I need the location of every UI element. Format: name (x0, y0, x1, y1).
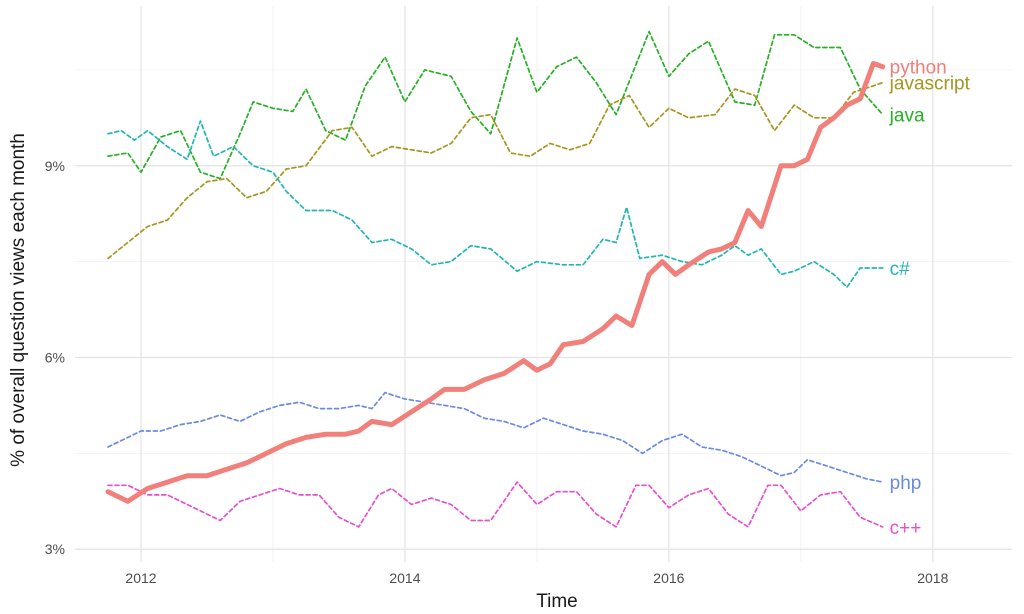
grid-lines (75, 6, 1012, 562)
y-tick-label: 3% (45, 541, 65, 557)
series-label-cpp: c++ (890, 518, 922, 539)
series-label-java: java (889, 106, 925, 127)
x-axis-title: Time (536, 591, 578, 612)
series-line-javascript (107, 81, 884, 260)
x-tick-label: 2014 (389, 570, 420, 586)
series-line-c-sharp (107, 120, 884, 289)
series-line-java (107, 30, 884, 180)
x-tick-label: 2018 (917, 570, 948, 586)
series-label-python: python (890, 58, 947, 79)
series-label-php: php (890, 473, 922, 494)
y-tick-label: 9% (45, 158, 65, 174)
x-tick-label: 2012 (125, 570, 156, 586)
series-label-javascript: javascript (889, 74, 971, 95)
series-line-cpp (107, 481, 884, 528)
y-axis-title: % of overall question views each month (8, 133, 29, 467)
y-axis-ticks: 3% 6% 9% (45, 158, 65, 557)
series-label-c-sharp: c# (890, 259, 911, 280)
series-line-php (107, 391, 884, 483)
series-line-python (105, 61, 886, 504)
x-axis-ticks: 2012 2014 2016 2018 (125, 570, 948, 586)
series-labels: java javascript c# php c++ python (889, 58, 971, 539)
y-tick-label: 6% (45, 349, 65, 365)
series-lines (105, 30, 886, 528)
x-tick-label: 2016 (653, 570, 684, 586)
